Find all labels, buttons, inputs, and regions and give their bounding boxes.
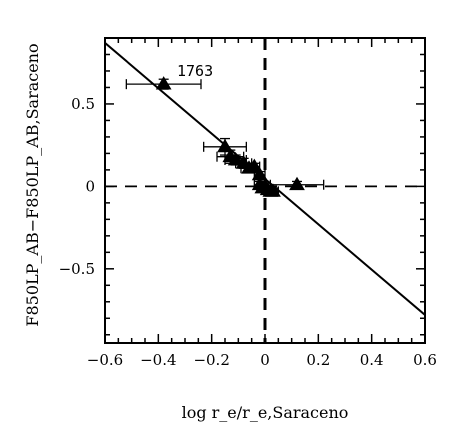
data-point (217, 138, 233, 153)
y-axis-label: F850LP_AB−F850LP_AB,Saraceno (23, 43, 42, 326)
y-tick-label: −0.5 (59, 260, 95, 278)
x-tick-label: 0 (260, 351, 270, 369)
y-tick-label: 0 (85, 177, 95, 195)
x-tick-label: −0.6 (87, 351, 123, 369)
x-tick-label: 0.2 (306, 351, 330, 369)
x-axis-label: log r_e/r_e,Saraceno (182, 403, 349, 422)
x-tick-label: 0.4 (360, 351, 384, 369)
x-tick-label: 0.6 (413, 351, 437, 369)
x-tick-label: −0.4 (140, 351, 176, 369)
data-point (289, 176, 305, 191)
y-tick-label: 0.5 (71, 95, 95, 113)
data-point (265, 183, 281, 197)
data-point (155, 76, 172, 90)
x-tick-label: −0.2 (193, 351, 229, 369)
point-annotation: 1763 (177, 62, 213, 80)
